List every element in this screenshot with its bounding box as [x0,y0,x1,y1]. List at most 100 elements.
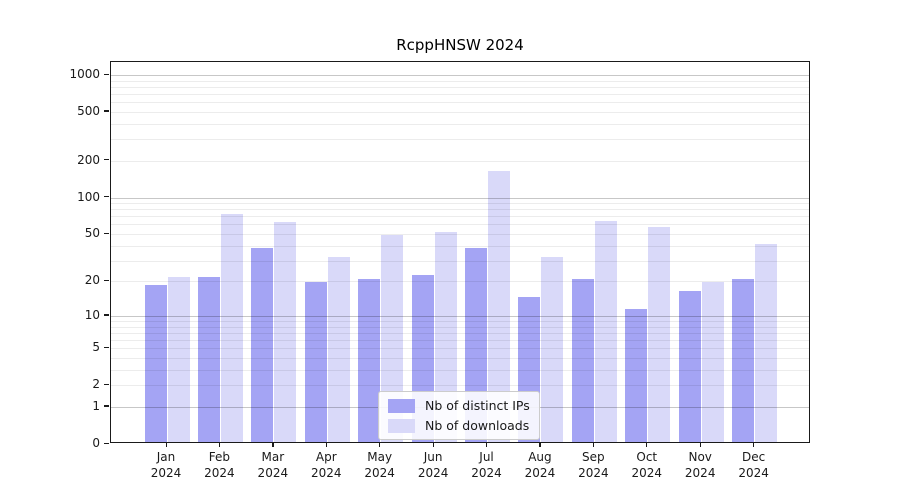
bar-distinct-ips-sep [571,279,594,442]
gridline-900 [111,80,809,82]
gridline-50 [111,234,809,235]
bar-downloads-nov [701,282,724,442]
legend-item-downloads: Nb of downloads [388,418,530,433]
x-tick-label-aug: Aug 2024 [524,450,556,480]
legend-swatch-distinct-ips [388,398,415,413]
chart-title: RcppHNSW 2024 [396,36,524,54]
gridline-8 [111,326,809,328]
x-tick-feb [218,443,221,447]
y-tick-label-200: 200 [77,152,100,167]
x-tick-jun [432,443,434,447]
bar-downloads-sep [594,220,617,442]
bar-distinct-ips-apr [304,282,327,442]
x-tick-sep [592,443,595,447]
x-tick-oct [646,443,648,447]
gridline-80 [111,209,809,211]
bar-distinct-ips-nov [678,290,701,442]
y-tick-200 [104,159,109,161]
gridline-5 [111,348,809,350]
bar-distinct-ips-jan [144,284,167,442]
x-tick-label-nov: Nov 2024 [684,450,716,480]
bar-downloads-may [381,235,404,442]
gridline-70 [111,216,809,218]
gridline-400 [111,123,809,125]
bar-distinct-ips-may [358,279,381,442]
y-tick-label-500: 500 [77,103,100,118]
x-tick-apr [325,443,327,447]
bar-distinct-ips-oct [625,309,648,442]
legend-item-distinct-ips: Nb of distinct IPs [388,398,530,413]
gridline-300 [111,139,809,141]
bar-downloads-feb [220,214,243,442]
y-tick-label-5: 5 [92,340,100,355]
gridline-1000 [111,75,809,76]
y-tick-label-2: 2 [92,377,100,392]
legend-swatch-downloads [388,418,415,433]
gridline-7 [111,332,809,334]
gridline-200 [111,160,809,162]
gridline-9 [111,321,809,323]
gridline-800 [111,86,809,88]
y-tick-1 [104,405,109,407]
x-tick-label-dec: Dec 2024 [738,450,769,480]
gridline-4 [111,358,809,360]
gridline-60 [111,224,809,226]
y-tick-0 [104,442,109,444]
y-tick-5 [104,346,109,348]
y-tick-1000 [104,73,109,75]
x-tick-label-jul: Jul 2024 [471,450,502,480]
x-tick-label-jan: Jan 2024 [150,450,182,480]
legend-label-distinct-ips: Nb of distinct IPs [425,398,530,413]
x-tick-jan [165,443,167,447]
x-tick-dec [753,443,755,447]
bar-distinct-ips-dec [732,279,755,442]
gridline-2 [111,385,809,387]
gridline-100 [111,197,809,199]
gridline-90 [111,203,809,205]
y-tick-50 [104,232,109,234]
gridline-3 [111,369,809,371]
legend-label-downloads: Nb of downloads [425,418,530,433]
gridline-700 [111,94,809,96]
x-tick-may [379,443,381,447]
bar-downloads-aug [541,256,564,442]
gridline-500 [111,111,809,113]
y-tick-500 [104,110,109,112]
bar-downloads-jul [488,170,511,442]
bar-downloads-jan [167,276,190,442]
bar-downloads-dec [755,243,778,442]
y-tick-label-0: 0 [92,436,100,450]
y-tick-label-20: 20 [84,273,100,288]
gridline-20 [111,281,809,283]
y-tick-label-10: 10 [84,307,100,322]
x-tick-label-may: May 2024 [364,450,395,480]
x-tick-label-feb: Feb 2024 [204,450,235,480]
plot-area [110,61,810,443]
gridline-600 [111,102,809,104]
y-tick-100 [104,196,109,198]
legend: Nb of distinct IPs Nb of downloads [378,391,540,440]
x-tick-label-jun: Jun 2024 [417,450,449,480]
x-tick-label-sep: Sep 2024 [578,450,609,480]
y-tick-20 [104,279,109,282]
bar-downloads-mar [274,222,297,442]
x-tick-label-apr: Apr 2024 [310,450,342,480]
x-tick-mar [272,443,274,447]
y-tick-label-1000: 1000 [69,67,100,81]
gridline-40 [111,245,809,247]
bar-distinct-ips-feb [197,276,220,442]
y-tick-10 [104,314,109,316]
x-tick-jul [486,443,488,447]
bar-downloads-apr [327,256,350,442]
y-tick-label-100: 100 [77,189,100,204]
gridline-6 [111,340,809,342]
y-tick-2 [104,383,109,385]
x-tick-label-oct: Oct 2024 [631,450,663,480]
y-tick-label-50: 50 [84,226,100,240]
bar-downloads-jun [434,232,457,442]
y-tick-label-1: 1 [92,398,100,413]
gridline-10 [111,315,809,317]
bar-distinct-ips-mar [251,247,274,442]
x-tick-nov [699,443,701,447]
